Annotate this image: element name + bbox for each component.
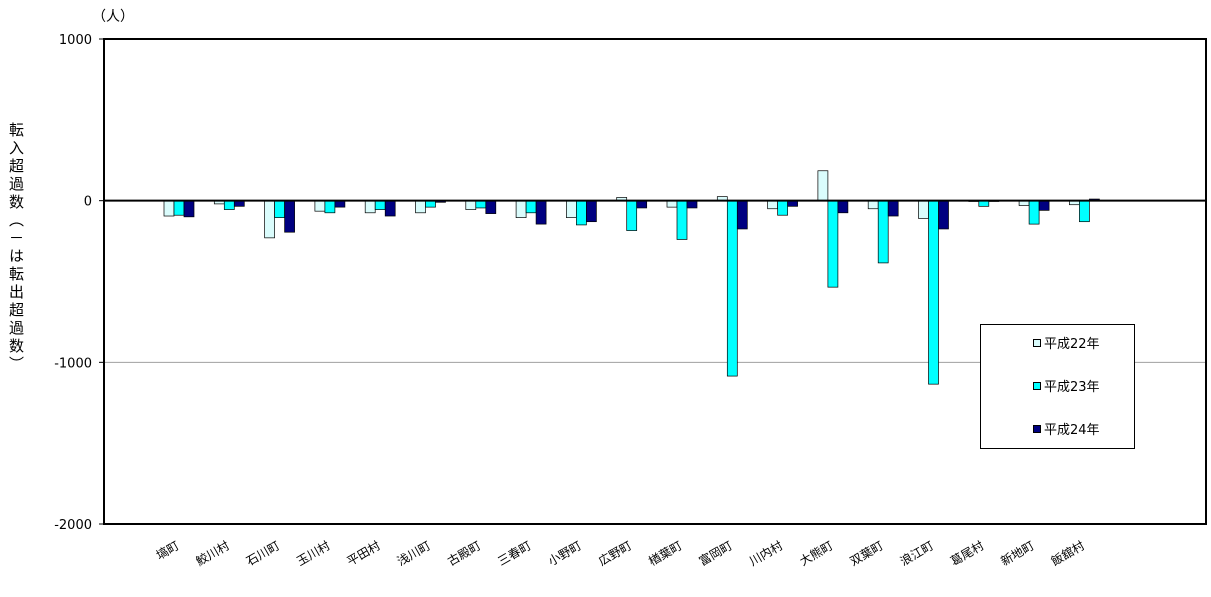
bar-浪江町-平成24年 — [938, 200, 949, 230]
bar-三春町-平成23年 — [525, 200, 537, 214]
legend-label-2011: 平成23年 — [1044, 380, 1100, 395]
legend-swatch-2010 — [1033, 338, 1041, 347]
y-tick-label: -1000 — [54, 356, 92, 371]
bar-広野町-平成23年 — [626, 200, 638, 231]
x-tick-label: 双葉町 — [848, 538, 886, 568]
bar-平田村-平成23年 — [374, 200, 386, 210]
bar-広野町-平成24年 — [636, 200, 648, 209]
x-tick-label: 小野町 — [546, 538, 584, 568]
bar-三春町-平成24年 — [535, 200, 547, 225]
bar-鮫川村-平成23年 — [223, 200, 235, 210]
bar-平田村-平成24年 — [384, 200, 396, 217]
bar-双葉町-平成22年 — [867, 200, 879, 210]
plot-frame — [103, 38, 1207, 525]
x-tick-labels: 塙町 鮫川村 石川町 玉川村 平田村 浅川町 古殿町 三春町 小野町 広野町 楢葉町 富岡町 川内村 大熊… — [153, 538, 1087, 569]
bar-小野町-平成24年 — [586, 200, 597, 223]
bar-新地町-平成24年 — [1038, 200, 1050, 211]
x-tick-label: 川内村 — [747, 538, 785, 568]
x-tick-label: 楢葉町 — [646, 538, 685, 569]
x-tick-label: 古殿町 — [445, 538, 484, 569]
x-tick-label: 鮫川村 — [193, 538, 232, 569]
x-tick-label: 富岡町 — [696, 538, 735, 569]
bar-塙町-平成24年 — [183, 200, 195, 218]
bar-大熊町-平成22年 — [817, 170, 829, 202]
bar-平田村-平成22年 — [364, 200, 376, 214]
legend-swatch-2011 — [1033, 381, 1041, 390]
x-tick-label: 広野町 — [596, 538, 634, 568]
bar-石川町-平成22年 — [264, 200, 275, 239]
y-axis-label: 転入超過数（－は転出超過数） — [7, 122, 25, 374]
legend-label-2010: 平成22年 — [1044, 337, 1100, 352]
x-tick-label: 平田村 — [345, 538, 383, 568]
bar-双葉町-平成23年 — [877, 200, 889, 264]
x-tick-label: 玉川村 — [294, 538, 332, 568]
bar-玉川村-平成23年 — [324, 200, 336, 214]
bar-玉川村-平成22年 — [314, 200, 326, 212]
bar-石川町-平成24年 — [284, 200, 295, 233]
legend-item-2011: 平成23年 — [1033, 376, 1100, 395]
bar-小野町-平成22年 — [566, 200, 577, 218]
bar-川内村-平成22年 — [767, 200, 778, 210]
bar-富岡町-平成23年 — [726, 200, 738, 377]
bar-浅川町-平成22年 — [415, 200, 426, 214]
bar-古殿町-平成24年 — [485, 200, 497, 214]
bar-飯舘村-平成23年 — [1079, 200, 1090, 223]
bar-楢葉町-平成24年 — [686, 200, 698, 209]
x-tick-label: 塙町 — [153, 538, 181, 563]
bar-石川町-平成23年 — [274, 200, 285, 218]
bar-新地町-平成23年 — [1028, 200, 1040, 225]
bar-浪江町-平成22年 — [918, 200, 929, 219]
y-tick-labels: 1000 0 -1000 -2000 — [54, 33, 92, 533]
x-tick-label: 大熊町 — [797, 538, 836, 569]
bar-楢葉町-平成23年 — [676, 200, 688, 240]
bar-大熊町-平成24年 — [837, 200, 849, 214]
x-tick-label: 新地町 — [998, 538, 1037, 569]
y-tick-label: 1000 — [59, 33, 92, 48]
bar-塙町-平成22年 — [163, 200, 175, 217]
legend-item-2012: 平成24年 — [1033, 419, 1100, 438]
x-tick-label: 葛尾村 — [948, 538, 986, 568]
bar-双葉町-平成24年 — [887, 200, 899, 217]
bar-古殿町-平成22年 — [465, 200, 477, 210]
x-tick-label: 飯舘村 — [1048, 538, 1087, 569]
bar-古殿町-平成23年 — [475, 200, 487, 209]
bars — [163, 170, 1100, 385]
legend-label-2012: 平成24年 — [1044, 423, 1100, 438]
y-tick-label: 0 — [84, 195, 92, 210]
legend: 平成22年 平成23年 平成24年 — [980, 324, 1135, 449]
legend-swatch-2012 — [1033, 424, 1041, 433]
x-tick-label: 三春町 — [495, 538, 533, 568]
bar-富岡町-平成24年 — [736, 200, 748, 230]
bar-浪江町-平成23年 — [928, 200, 939, 385]
x-tick-label: 石川町 — [244, 538, 282, 568]
y-tick-label: -2000 — [54, 518, 92, 533]
legend-item-2010: 平成22年 — [1033, 333, 1100, 352]
bar-川内村-平成23年 — [777, 200, 788, 216]
y-unit-label: （人） — [92, 9, 134, 25]
bar-三春町-平成22年 — [515, 200, 527, 218]
x-tick-label: 浪江町 — [897, 538, 936, 569]
bar-大熊町-平成23年 — [827, 200, 839, 288]
x-tick-label: 浅川町 — [395, 538, 433, 568]
bar-塙町-平成23年 — [173, 200, 185, 216]
bar-小野町-平成23年 — [576, 200, 587, 226]
axes — [99, 38, 1207, 525]
